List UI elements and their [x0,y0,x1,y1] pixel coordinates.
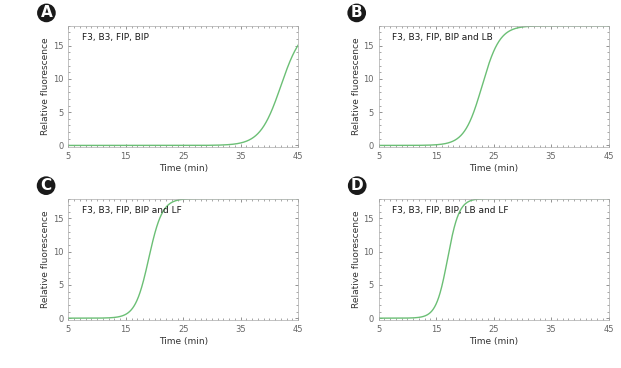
Text: F3, B3, FIP, BIP and LB: F3, B3, FIP, BIP and LB [392,33,493,42]
Text: D: D [351,178,363,193]
Text: F3, B3, FIP, BIP and LF: F3, B3, FIP, BIP and LF [82,206,182,215]
X-axis label: Time (min): Time (min) [159,337,208,346]
Text: F3, B3, FIP, BIP, LB and LF: F3, B3, FIP, BIP, LB and LF [392,206,509,215]
Text: A: A [40,6,52,21]
Y-axis label: Relative fluorescence: Relative fluorescence [41,210,50,308]
Y-axis label: Relative fluorescence: Relative fluorescence [41,38,50,135]
Text: C: C [40,178,52,193]
X-axis label: Time (min): Time (min) [159,164,208,173]
X-axis label: Time (min): Time (min) [469,337,518,346]
Text: B: B [351,6,363,21]
Y-axis label: Relative fluorescence: Relative fluorescence [351,210,361,308]
Text: F3, B3, FIP, BIP: F3, B3, FIP, BIP [82,33,149,42]
X-axis label: Time (min): Time (min) [469,164,518,173]
Y-axis label: Relative fluorescence: Relative fluorescence [351,38,361,135]
